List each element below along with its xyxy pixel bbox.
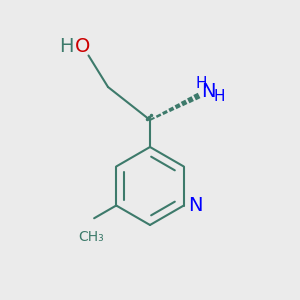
Text: N: N (188, 196, 202, 215)
Text: H: H (59, 37, 74, 56)
Text: CH₃: CH₃ (78, 230, 104, 244)
Text: H: H (213, 89, 225, 104)
Text: O: O (75, 37, 90, 56)
Text: H: H (195, 76, 207, 91)
Text: N: N (201, 82, 216, 101)
